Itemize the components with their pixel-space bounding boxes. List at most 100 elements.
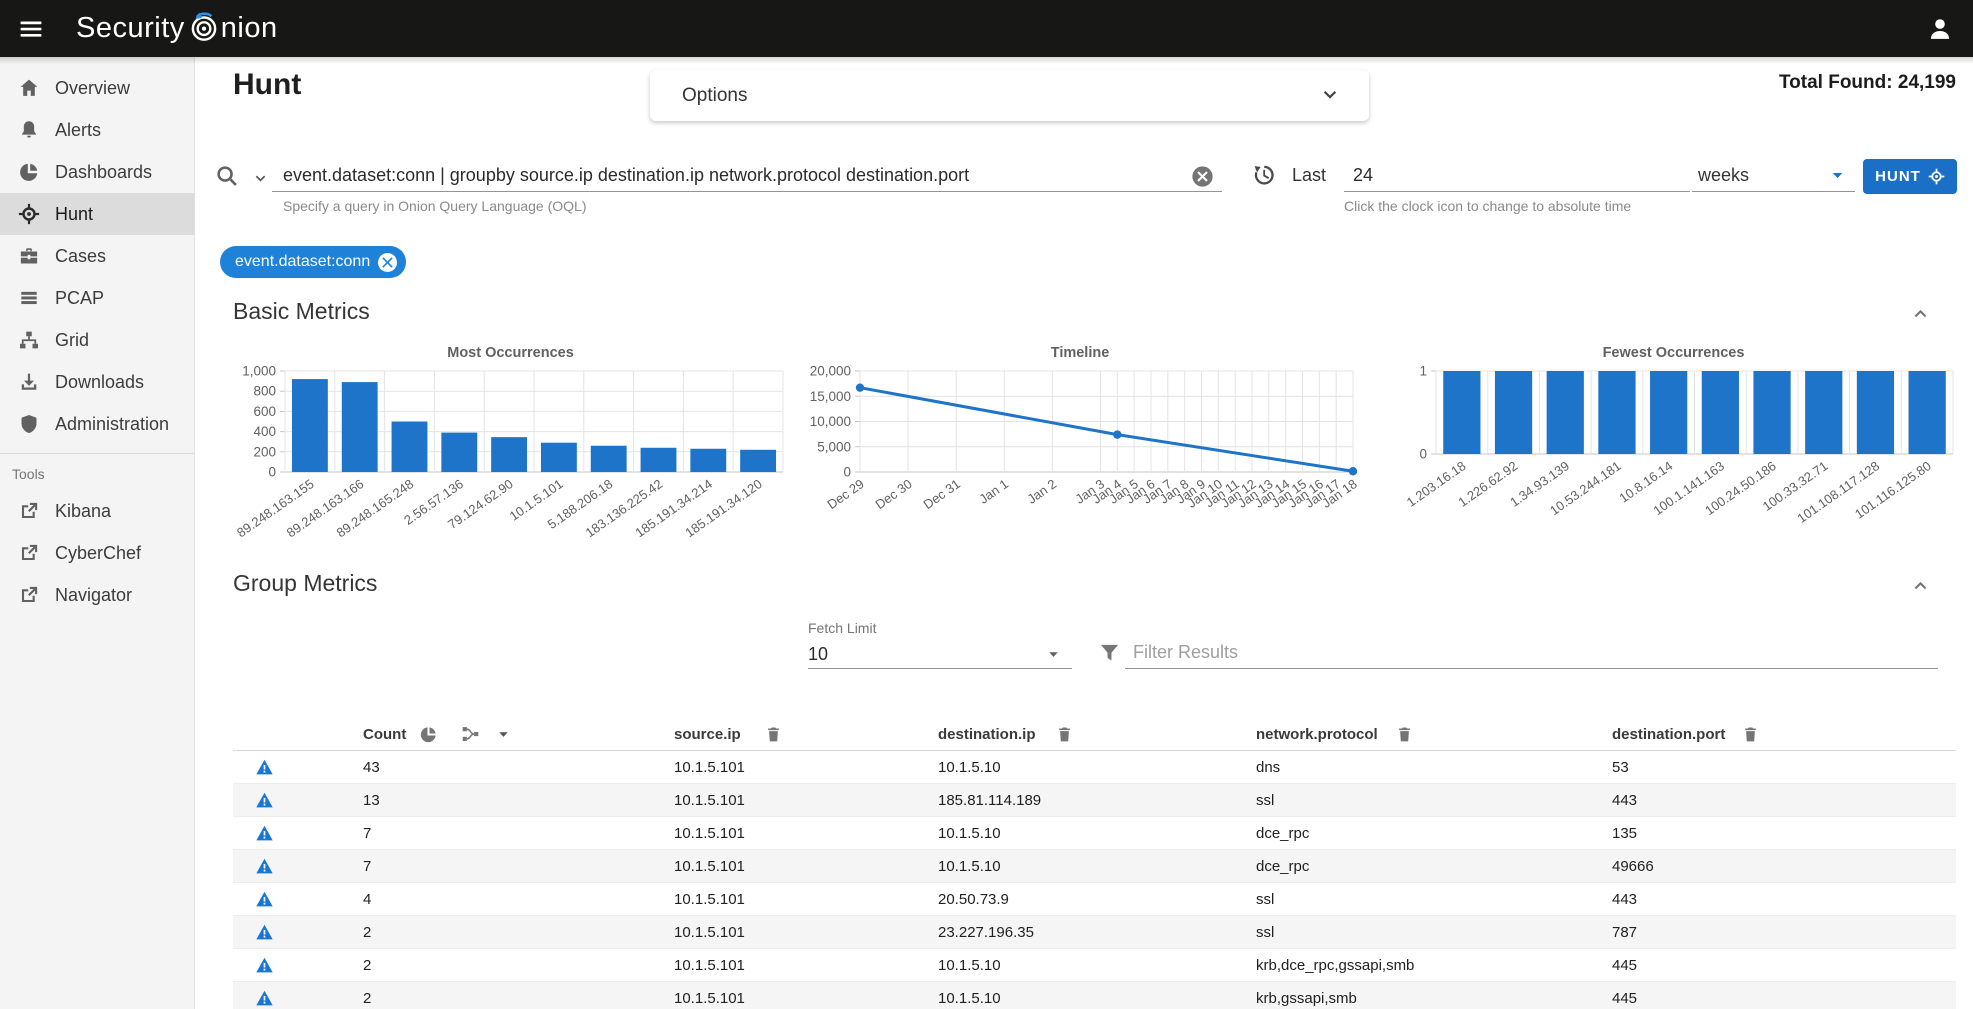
remove-groupby-field-icon[interactable] — [1055, 718, 1074, 750]
remove-groupby-field-icon[interactable] — [764, 718, 783, 750]
remove-groupby-field-icon[interactable] — [1741, 718, 1760, 750]
cell-destination.ip[interactable]: 10.1.5.10 — [938, 857, 1001, 875]
sidebar-item-cases[interactable]: Cases — [0, 235, 194, 277]
cell-destination.port[interactable]: 445 — [1612, 989, 1638, 1007]
bar[interactable] — [1494, 371, 1533, 454]
cell-source.ip[interactable]: 10.1.5.101 — [674, 857, 745, 875]
cell-destination.ip[interactable]: 10.1.5.10 — [938, 758, 1001, 776]
bar[interactable] — [291, 379, 328, 472]
cell-source.ip[interactable]: 10.1.5.101 — [674, 890, 745, 908]
cell-source.ip[interactable]: 10.1.5.101 — [674, 956, 745, 974]
cell-source.ip[interactable]: 10.1.5.101 — [674, 923, 745, 941]
sidebar-item-dashboards[interactable]: Dashboards — [0, 151, 194, 193]
sidebar-tool-cyberchef[interactable]: CyberChef — [0, 532, 194, 574]
duration-unit-select[interactable]: weeks — [1692, 160, 1855, 192]
bar[interactable] — [1908, 371, 1946, 454]
row-actions-warning-icon[interactable] — [255, 784, 274, 816]
query-history-chevron-icon[interactable] — [252, 171, 269, 188]
cell-destination.ip[interactable]: 10.1.5.10 — [938, 989, 1001, 1007]
sidebar-item-administration[interactable]: Administration — [0, 403, 194, 445]
data-point[interactable] — [1348, 467, 1358, 476]
caret-down-icon[interactable] — [495, 718, 512, 750]
data-point[interactable] — [855, 383, 865, 392]
bar[interactable] — [640, 447, 677, 472]
bar[interactable] — [1701, 371, 1739, 454]
bar[interactable] — [441, 432, 478, 472]
row-actions-warning-icon[interactable] — [255, 850, 274, 882]
sankey-icon[interactable] — [461, 718, 480, 750]
filter-chip-close-icon[interactable] — [378, 252, 398, 272]
cell-network.protocol[interactable]: ssl — [1256, 890, 1275, 908]
bar[interactable] — [491, 437, 528, 472]
user-account-icon[interactable] — [1927, 16, 1953, 42]
row-actions-warning-icon[interactable] — [255, 883, 274, 915]
filter-results-input[interactable] — [1125, 637, 1938, 669]
cell-Count[interactable]: 4 — [363, 890, 372, 908]
cell-Count[interactable]: 2 — [363, 989, 372, 1007]
bar[interactable] — [391, 421, 428, 473]
row-actions-warning-icon[interactable] — [255, 751, 274, 783]
cell-source.ip[interactable]: 10.1.5.101 — [674, 824, 745, 842]
bar[interactable] — [1856, 371, 1895, 454]
cell-Count[interactable]: 13 — [363, 791, 380, 809]
cell-destination.port[interactable]: 443 — [1612, 890, 1638, 908]
bar[interactable] — [1598, 371, 1636, 454]
cell-destination.ip[interactable]: 20.50.73.9 — [938, 890, 1009, 908]
sidebar-tool-navigator[interactable]: Navigator — [0, 574, 194, 616]
cell-Count[interactable]: 43 — [363, 758, 380, 776]
cell-Count[interactable]: 7 — [363, 857, 372, 875]
cell-network.protocol[interactable]: ssl — [1256, 791, 1275, 809]
cell-source.ip[interactable]: 10.1.5.101 — [674, 989, 745, 1007]
cell-network.protocol[interactable]: krb,gssapi,smb — [1256, 989, 1357, 1007]
cell-Count[interactable]: 2 — [363, 956, 372, 974]
cell-network.protocol[interactable]: dns — [1256, 758, 1281, 776]
sidebar-item-grid[interactable]: Grid — [0, 319, 194, 361]
cell-network.protocol[interactable]: ssl — [1256, 923, 1275, 941]
bar[interactable] — [590, 445, 627, 472]
cell-destination.port[interactable]: 787 — [1612, 923, 1638, 941]
sidebar-tool-kibana[interactable]: Kibana — [0, 490, 194, 532]
options-panel-toggle[interactable]: Options — [650, 70, 1369, 121]
sidebar-item-downloads[interactable]: Downloads — [0, 361, 194, 403]
filter-chip[interactable]: event.dataset:conn — [220, 246, 407, 278]
bar[interactable] — [1546, 371, 1584, 454]
row-actions-warning-icon[interactable] — [255, 817, 274, 849]
cell-source.ip[interactable]: 10.1.5.101 — [674, 791, 745, 809]
basic-metrics-collapse-icon[interactable] — [1910, 303, 1931, 324]
bar[interactable] — [1650, 371, 1688, 454]
history-clock-icon[interactable] — [1252, 163, 1276, 187]
bar[interactable] — [1805, 371, 1843, 454]
bar[interactable] — [540, 442, 577, 472]
query-input[interactable] — [272, 160, 1222, 192]
remove-groupby-field-icon[interactable] — [1395, 718, 1414, 750]
bar[interactable] — [1753, 371, 1791, 454]
cell-destination.port[interactable]: 49666 — [1612, 857, 1654, 875]
cell-destination.ip[interactable]: 10.1.5.10 — [938, 824, 1001, 842]
hunt-button[interactable]: HUNT — [1863, 159, 1957, 194]
cell-destination.port[interactable]: 135 — [1612, 824, 1638, 842]
row-actions-warning-icon[interactable] — [255, 916, 274, 948]
cell-network.protocol[interactable]: dce_rpc — [1256, 857, 1310, 875]
fetch-limit-select[interactable]: 10 — [808, 641, 1072, 669]
sidebar-item-overview[interactable]: Overview — [0, 67, 194, 109]
bar[interactable] — [341, 382, 378, 472]
data-point[interactable] — [1113, 430, 1122, 439]
sidebar-item-alerts[interactable]: Alerts — [0, 109, 194, 151]
cell-destination.ip[interactable]: 23.227.196.35 — [938, 923, 1034, 941]
cell-destination.port[interactable]: 445 — [1612, 956, 1638, 974]
cell-network.protocol[interactable]: krb,dce_rpc,gssapi,smb — [1256, 956, 1415, 974]
cell-network.protocol[interactable]: dce_rpc — [1256, 824, 1310, 842]
group-metrics-collapse-icon[interactable] — [1910, 575, 1931, 596]
duration-input[interactable] — [1344, 160, 1690, 192]
cell-destination.ip[interactable]: 10.1.5.10 — [938, 956, 1001, 974]
bar[interactable] — [1443, 371, 1481, 454]
cell-destination.port[interactable]: 53 — [1612, 758, 1629, 776]
cell-Count[interactable]: 7 — [363, 824, 372, 842]
cell-source.ip[interactable]: 10.1.5.101 — [674, 758, 745, 776]
sidebar-item-hunt[interactable]: Hunt — [0, 193, 194, 235]
bar[interactable] — [690, 448, 727, 472]
query-clear-icon[interactable] — [1191, 165, 1214, 188]
cell-destination.ip[interactable]: 185.81.114.189 — [938, 791, 1042, 809]
sidebar-item-pcap[interactable]: PCAP — [0, 277, 194, 319]
row-actions-warning-icon[interactable] — [255, 949, 274, 981]
